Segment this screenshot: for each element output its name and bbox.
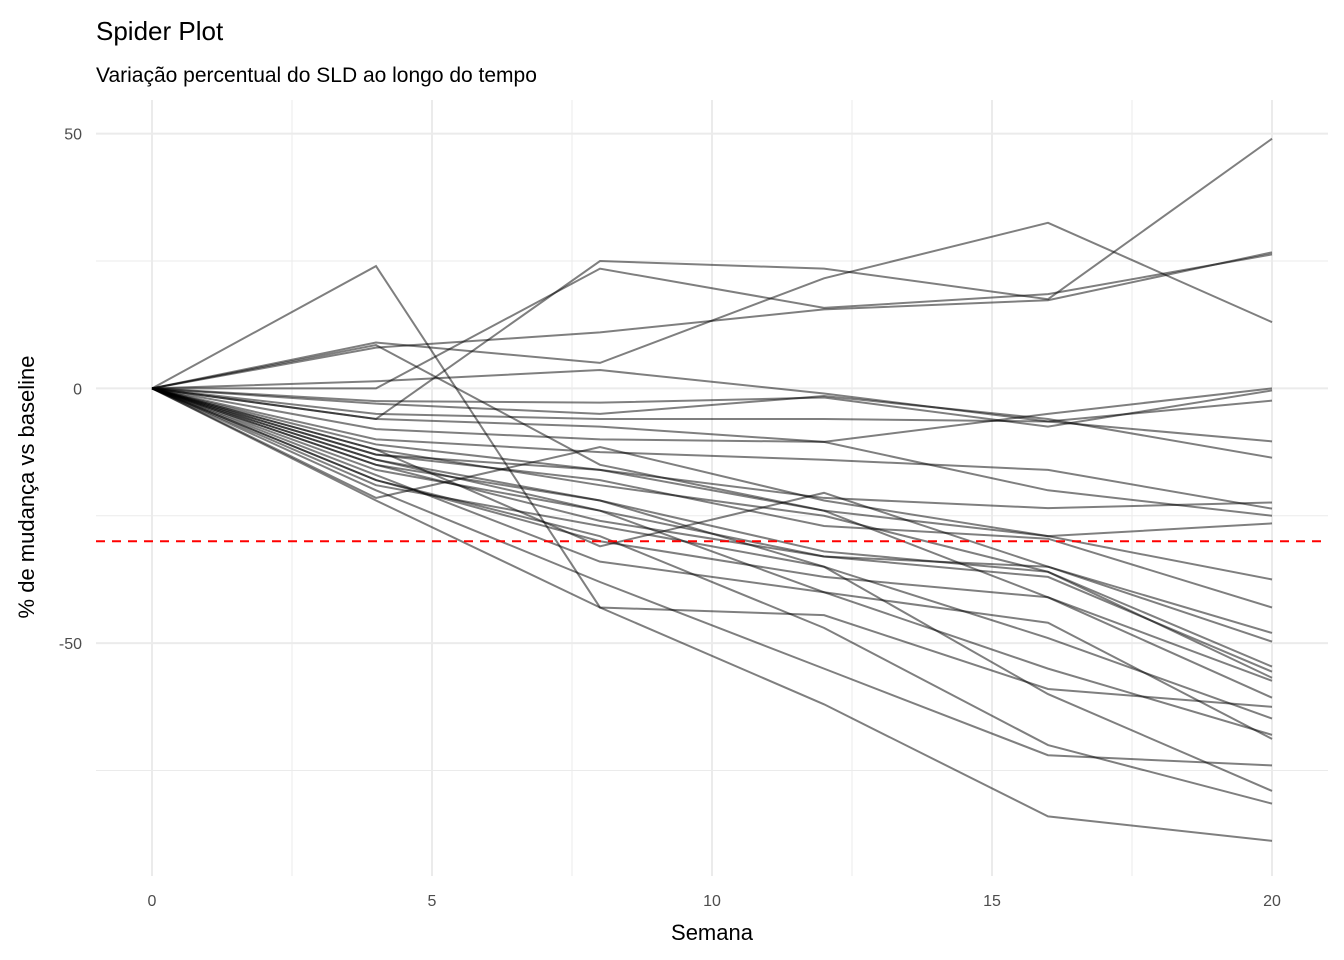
series-line — [151, 387, 1273, 679]
series-line — [151, 387, 1273, 767]
series-line — [151, 344, 1273, 581]
series-line — [151, 387, 1273, 443]
series-line — [151, 264, 1273, 708]
series-line — [151, 387, 1273, 736]
series-line — [152, 253, 1273, 390]
axis-ticks: 0 5 10 15 20 -50 0 50 — [59, 127, 1281, 910]
series-line — [151, 387, 1273, 517]
series-line — [151, 387, 1273, 682]
series-line — [151, 387, 1273, 428]
x-tick-label: 15 — [983, 893, 1001, 910]
chart-title: Spider Plot — [96, 16, 224, 46]
x-tick-label: 0 — [148, 893, 157, 910]
series-lines — [151, 137, 1273, 842]
series-line — [151, 387, 1273, 842]
series-line — [151, 251, 1273, 390]
x-tick-label: 10 — [703, 893, 721, 910]
series-line — [151, 387, 1273, 792]
series-line — [151, 387, 1273, 720]
y-tick-label: -50 — [59, 636, 82, 653]
series-line — [151, 387, 1273, 510]
x-tick-label: 5 — [428, 893, 437, 910]
series-line — [151, 387, 1273, 805]
x-tick-label: 20 — [1263, 893, 1281, 910]
y-tick-label: 0 — [73, 381, 82, 398]
y-tick-label: 50 — [64, 127, 82, 144]
y-axis-label: % de mudança vs baseline — [14, 356, 39, 619]
series-line — [151, 387, 1273, 510]
series-line — [151, 387, 1273, 459]
x-axis-label: Semana — [671, 920, 754, 945]
series-line — [151, 387, 1273, 740]
series-line — [151, 387, 1273, 538]
series-line — [151, 387, 1273, 423]
chart-subtitle: Variação percentual do SLD ao longo do t… — [96, 64, 537, 87]
